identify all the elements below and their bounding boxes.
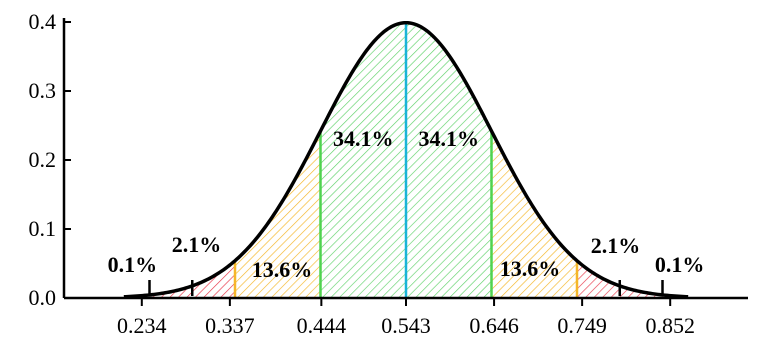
x-tick-label: 0.234 [117,313,167,338]
bell-curve-line [123,20,689,299]
x-tick-label: 0.646 [469,313,519,338]
region-label-4: 34.1% [419,126,480,151]
percent-labels: 2.1% 13.6% 34.1% 34.1% 13.6% 2.1% 0.1% 0.1% [108,126,705,282]
region-1 [149,260,235,298]
x-tick-label: 0.543 [381,313,431,338]
x-tick-label: 0.749 [557,313,607,338]
region-6 [577,260,663,298]
y-tick-label: 0.1 [29,216,57,241]
x-tick-label: 0.337 [205,313,255,338]
y-tick-label: 0.0 [29,285,57,310]
x-tick-label: 0.852 [645,313,695,338]
region-label-6: 2.1% [591,233,641,258]
sd-boundary-lines [233,22,579,298]
y-tick-label: 0.4 [29,9,57,34]
axes: 0.0 0.1 0.2 0.3 0.4 0.234 0.337 0.444 0.543 0.646… [29,9,748,338]
x-tick-label: 0.444 [297,313,347,338]
region-label-5: 13.6% [500,256,561,281]
region-label-1: 2.1% [172,232,222,257]
region-3 [320,22,406,298]
region-label-2: 13.6% [252,257,313,282]
y-tick-label: 0.3 [29,78,57,103]
tail-label-left: 0.1% [108,252,158,277]
region-4 [406,22,492,298]
y-tick-label: 0.2 [29,147,57,172]
region-label-3: 34.1% [333,126,394,151]
tail-label-right: 0.1% [655,252,705,277]
